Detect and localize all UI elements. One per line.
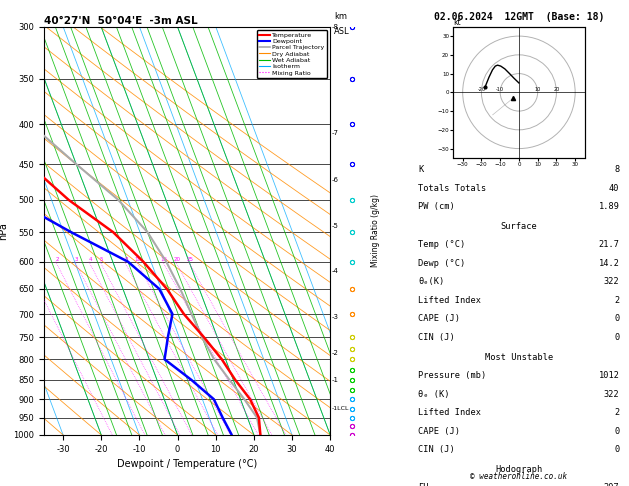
Text: Most Unstable: Most Unstable [485,353,553,362]
Text: © weatheronline.co.uk: © weatheronline.co.uk [470,472,567,481]
Text: ASL: ASL [335,27,350,36]
Text: kt: kt [454,17,461,27]
Text: 322: 322 [604,390,620,399]
Text: Mixing Ratio (g/kg): Mixing Ratio (g/kg) [370,194,380,267]
Text: 322: 322 [604,278,620,286]
Text: CAPE (J): CAPE (J) [418,427,460,435]
Text: CIN (J): CIN (J) [418,445,455,454]
Text: 21.7: 21.7 [598,241,620,249]
Text: -1: -1 [332,377,339,383]
Text: θₑ (K): θₑ (K) [418,390,450,399]
Text: 40°27'N  50°04'E  -3m ASL: 40°27'N 50°04'E -3m ASL [44,16,198,26]
Text: 25: 25 [187,257,194,262]
Text: 16: 16 [161,257,168,262]
Text: Temp (°C): Temp (°C) [418,241,465,249]
Text: CAPE (J): CAPE (J) [418,314,460,323]
Text: EH: EH [418,484,429,486]
Text: 40: 40 [609,184,620,192]
Text: Surface: Surface [501,222,537,231]
Text: PW (cm): PW (cm) [418,202,455,211]
Text: 2: 2 [614,296,620,305]
Text: -3: -3 [332,314,339,320]
Text: -5: -5 [332,223,339,229]
Text: 8: 8 [614,165,620,174]
Text: 8: 8 [125,257,128,262]
Text: 3: 3 [75,257,78,262]
Text: 0: 0 [614,427,620,435]
Text: -8: -8 [332,24,339,30]
Text: 5: 5 [100,257,103,262]
Text: 207: 207 [604,484,620,486]
Text: 1.89: 1.89 [598,202,620,211]
Text: 14.2: 14.2 [598,259,620,268]
Text: Hodograph: Hodograph [495,465,543,474]
Text: 10: 10 [535,87,541,92]
Legend: Temperature, Dewpoint, Parcel Trajectory, Dry Adiabat, Wet Adiabat, Isotherm, Mi: Temperature, Dewpoint, Parcel Trajectory… [257,30,327,78]
Text: -1LCL: -1LCL [332,406,349,411]
Text: Lifted Index: Lifted Index [418,408,481,417]
Text: 2: 2 [55,257,59,262]
Text: -6: -6 [332,177,339,183]
Text: -2: -2 [332,350,339,356]
Text: 4: 4 [89,257,92,262]
Text: -20: -20 [477,87,486,92]
Text: -10: -10 [496,87,504,92]
Text: 0: 0 [614,333,620,342]
Text: 20: 20 [554,87,560,92]
Text: 2: 2 [614,408,620,417]
Y-axis label: hPa: hPa [0,222,8,240]
Text: CIN (J): CIN (J) [418,333,455,342]
Text: Pressure (mb): Pressure (mb) [418,371,487,380]
Text: Lifted Index: Lifted Index [418,296,481,305]
Text: -4: -4 [332,268,339,274]
Text: -7: -7 [332,130,339,136]
Text: 0: 0 [614,445,620,454]
Text: 1012: 1012 [598,371,620,380]
Text: 10: 10 [135,257,142,262]
Text: Dewp (°C): Dewp (°C) [418,259,465,268]
X-axis label: Dewpoint / Temperature (°C): Dewpoint / Temperature (°C) [117,459,257,469]
Text: Totals Totals: Totals Totals [418,184,487,192]
Text: K: K [418,165,424,174]
Text: θₑ(K): θₑ(K) [418,278,445,286]
Text: 0: 0 [614,314,620,323]
Text: km: km [335,12,347,20]
Text: 02.06.2024  12GMT  (Base: 18): 02.06.2024 12GMT (Base: 18) [434,12,604,22]
Text: 20: 20 [174,257,181,262]
